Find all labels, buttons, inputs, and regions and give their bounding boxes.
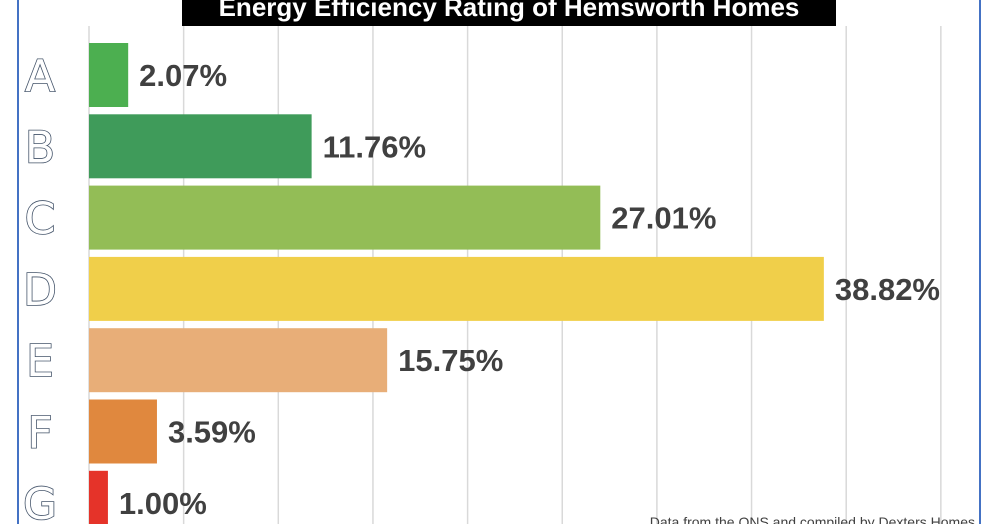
- footnote: Data from the ONS and compiled by Dexter…: [650, 514, 975, 524]
- bars: [89, 43, 824, 524]
- value-label-b: 11.76%: [323, 129, 426, 164]
- chart-title: Energy Efficiency Rating of Hemsworth Ho…: [182, 0, 836, 26]
- bar-e: [89, 328, 388, 393]
- value-label-g: 1.00%: [119, 486, 207, 521]
- bar-a: [89, 43, 129, 107]
- value-label-c: 27.01%: [611, 201, 716, 236]
- bar-d: [89, 256, 824, 321]
- value-label-a: 2.07%: [139, 58, 227, 93]
- title-background: [182, 0, 836, 26]
- labels: A 2.07% B 11.76% C 27.01% D 38.82% E 15.75% F 3.59%…: [22, 50, 940, 524]
- bar-f: [89, 399, 157, 464]
- category-label-c: C: [25, 194, 56, 245]
- bar-c: [89, 185, 601, 250]
- category-label-g: G: [23, 479, 57, 524]
- bar-g: [89, 470, 108, 524]
- category-label-d: D: [23, 265, 57, 316]
- category-label-a: A: [25, 51, 55, 102]
- category-label-b: B: [25, 122, 55, 173]
- category-label-e: E: [26, 336, 54, 387]
- value-label-d: 38.82%: [835, 272, 940, 307]
- bar-b: [89, 114, 312, 179]
- value-label-e: 15.75%: [398, 343, 503, 378]
- category-label-f: F: [27, 408, 52, 459]
- value-label-f: 3.59%: [168, 415, 256, 450]
- title-text: Energy Efficiency Rating of Hemsworth Ho…: [219, 0, 800, 22]
